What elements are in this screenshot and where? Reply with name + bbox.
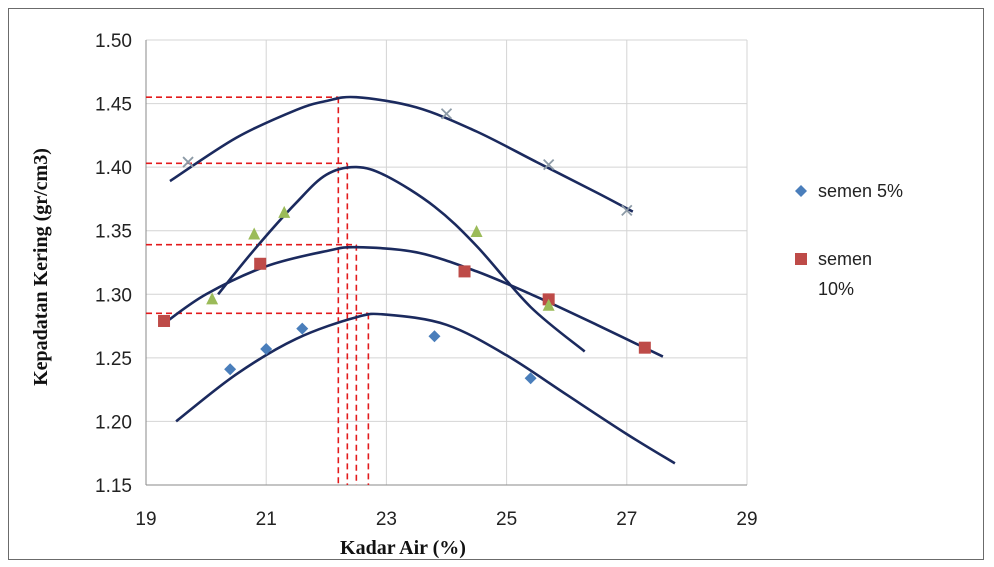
x-tick-label: 19 — [135, 509, 156, 530]
data-point — [543, 158, 555, 171]
x-axis-title: Kadar Air (%) — [340, 537, 466, 559]
x-marker-stroke — [440, 108, 453, 120]
x-marker-stroke — [182, 156, 194, 168]
y-tick-label: 1.40 — [95, 158, 132, 179]
y-tick-label: 1.35 — [95, 222, 132, 243]
y-tick-label: 1.15 — [95, 476, 132, 497]
data-point — [524, 372, 537, 385]
legend-label: semen — [818, 249, 872, 269]
y-tick-label: 1.45 — [95, 95, 132, 116]
data-point — [278, 205, 291, 218]
data-point — [182, 156, 194, 168]
x-tick-label: 23 — [376, 509, 397, 530]
tick-labels: 1.15 1.20 1.25 1.30 1.35 1.40 1.45 1.50 19 21 23 25… — [95, 31, 758, 530]
x-tick-label: 25 — [496, 509, 517, 530]
data-point — [621, 204, 633, 217]
y-axis-title: Kepadatan Kering (gr/cm3) — [30, 148, 52, 386]
legend-marker — [795, 185, 807, 197]
data-point — [206, 292, 219, 305]
legend-marker — [795, 253, 807, 265]
trend-curve — [175, 312, 676, 465]
y-tick-label: 1.20 — [95, 412, 132, 433]
x-marker-stroke — [543, 158, 555, 171]
data-point — [458, 265, 471, 278]
data-point — [542, 298, 555, 311]
trend-curves — [163, 95, 676, 465]
data-point — [440, 108, 453, 120]
trend-curve — [217, 165, 586, 353]
x-tick-label: 27 — [616, 509, 637, 530]
data-point — [638, 341, 651, 354]
data-point — [224, 363, 237, 376]
chart: 1.15 1.20 1.25 1.30 1.35 1.40 1.45 1.50 19 21 23 25… — [30, 31, 903, 559]
legend-label: semen 5% — [818, 181, 903, 201]
data-point — [296, 322, 309, 335]
data-point — [254, 257, 267, 270]
data-point — [260, 342, 273, 355]
trend-curve — [169, 95, 634, 213]
data-point — [158, 314, 171, 327]
y-tick-label: 1.25 — [95, 349, 132, 370]
legend-label: 10% — [818, 279, 854, 299]
data-point — [248, 227, 261, 240]
gridlines — [145, 39, 748, 486]
x-tick-label: 29 — [736, 509, 757, 530]
data-points — [158, 108, 651, 385]
data-point — [428, 330, 441, 343]
optimum-dashed-lines — [146, 96, 370, 485]
chart-frame: 1.15 1.20 1.25 1.30 1.35 1.40 1.45 1.50 19 21 23 25… — [8, 8, 984, 560]
trend-curve — [163, 245, 664, 358]
legend: semen 5% semen 10% — [795, 181, 903, 299]
x-marker-stroke — [621, 204, 633, 217]
x-tick-label: 21 — [256, 509, 277, 530]
y-tick-label: 1.30 — [95, 285, 132, 306]
data-point — [470, 224, 483, 237]
y-tick-label: 1.50 — [95, 31, 132, 52]
